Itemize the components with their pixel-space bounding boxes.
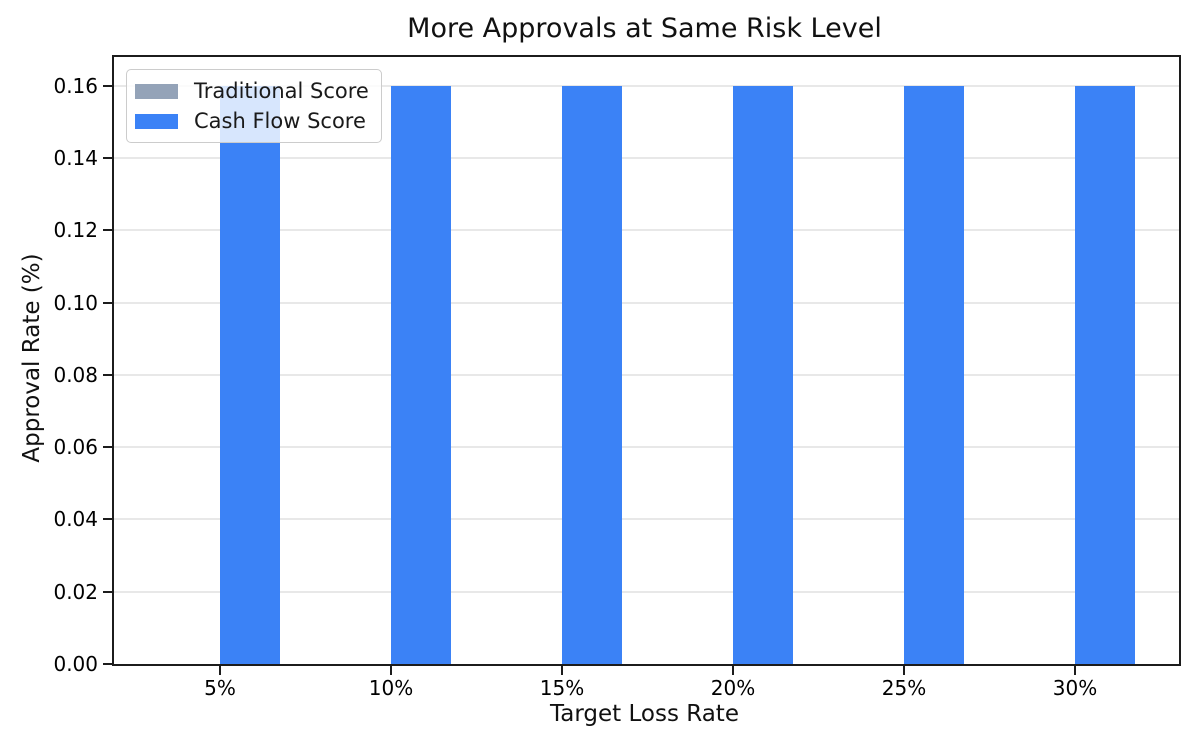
- legend-swatch: [135, 83, 178, 99]
- y-tick-label: 0.06: [53, 435, 98, 460]
- x-tick-mark: [732, 666, 734, 675]
- gridline: [114, 373, 1179, 376]
- chart-title: More Approvals at Same Risk Level: [407, 13, 882, 44]
- y-tick-label: 0.10: [53, 290, 98, 315]
- y-tick-label: 0.12: [53, 218, 98, 243]
- y-tick-mark: [103, 590, 112, 593]
- x-tick-label: 25%: [881, 676, 927, 700]
- legend: Traditional Score Cash Flow Score: [126, 69, 382, 143]
- x-tick-mark: [390, 666, 392, 675]
- y-axis-label: Approval Rate (%): [19, 253, 45, 463]
- legend-item: Traditional Score: [135, 79, 369, 103]
- y-tick-label: 0.14: [53, 146, 98, 171]
- plot-area: Traditional Score Cash Flow Score 0.00 0.0…: [53, 55, 1181, 700]
- gridline: [114, 157, 1179, 160]
- legend-label: Cash Flow Score: [194, 109, 366, 133]
- bar-cash-flow-score-25%: [904, 85, 964, 664]
- legend-item: Cash Flow Score: [135, 109, 369, 133]
- y-tick-mark: [103, 518, 112, 521]
- y-tick-label: 0.08: [53, 362, 98, 387]
- y-tick-mark: [103, 229, 112, 232]
- x-tick-label: 30%: [1052, 676, 1098, 700]
- y-tick-mark: [103, 663, 112, 665]
- gridline: [114, 518, 1179, 521]
- bar-cash-flow-score-15%: [562, 85, 622, 664]
- y-tick-mark: [103, 373, 112, 376]
- x-tick-label: 15%: [539, 676, 585, 700]
- y-tick-label: 0.00: [53, 652, 98, 676]
- bar-cash-flow-score-20%: [733, 85, 793, 664]
- legend-swatch: [135, 113, 178, 129]
- x-tick-mark: [1074, 666, 1076, 675]
- x-axis-label: Target Loss Rate: [550, 701, 739, 727]
- gridline: [114, 229, 1179, 232]
- y-tick-mark: [103, 157, 112, 160]
- legend-label: Traditional Score: [194, 79, 369, 103]
- gridline: [114, 446, 1179, 449]
- x-tick-label: 5%: [204, 676, 236, 700]
- gridline: [114, 84, 1179, 87]
- gridline: [114, 301, 1179, 304]
- x-tick-label: 10%: [368, 676, 414, 700]
- y-tick-label: 0.16: [53, 73, 98, 98]
- y-tick-mark: [103, 84, 112, 87]
- x-tick-label: 20%: [710, 676, 756, 700]
- y-tick-mark: [103, 446, 112, 449]
- bar-cash-flow-score-5%: [220, 85, 280, 664]
- y-tick-label: 0.02: [53, 579, 98, 604]
- x-tick-mark: [561, 666, 563, 675]
- x-tick-mark: [219, 666, 221, 675]
- bar-cash-flow-score-30%: [1075, 85, 1135, 664]
- y-tick-mark: [103, 301, 112, 304]
- bar-cash-flow-score-10%: [391, 85, 451, 664]
- y-tick-label: 0.04: [53, 507, 98, 532]
- gridline: [114, 590, 1179, 593]
- x-tick-mark: [903, 666, 905, 675]
